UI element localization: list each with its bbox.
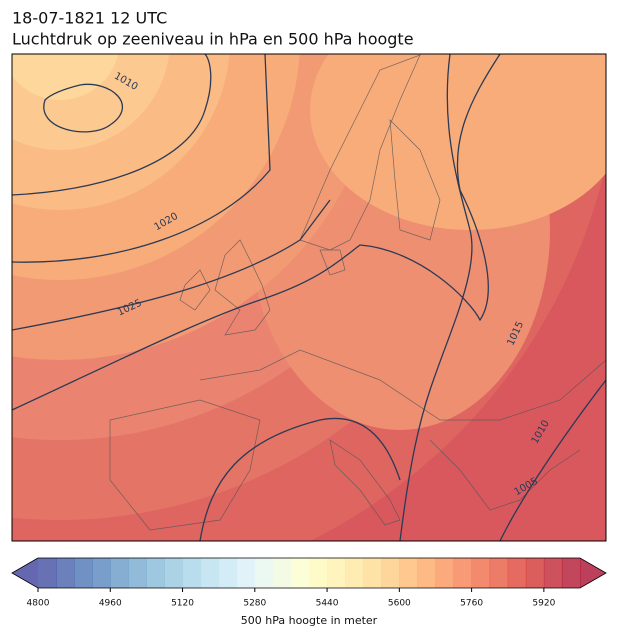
colorbar-segment bbox=[146, 558, 165, 588]
colorbar-segment bbox=[74, 558, 93, 588]
colorbar-label: 500 hPa hoogte in meter bbox=[241, 614, 378, 627]
colorbar-segment bbox=[471, 558, 491, 588]
colorbar-segment bbox=[92, 558, 111, 588]
colorbar-frame bbox=[11, 557, 607, 589]
colorbar-segment bbox=[345, 558, 364, 588]
colorbar-tick-label: 5600 bbox=[388, 599, 411, 609]
colorbar-tick-label: 4800 bbox=[27, 599, 50, 609]
colorbar-segment bbox=[182, 558, 202, 588]
colorbar-segment bbox=[525, 558, 545, 588]
colorbar-segment bbox=[561, 558, 581, 588]
colorbar-tick-label: 5120 bbox=[171, 599, 194, 609]
colorbar-segment bbox=[56, 558, 75, 588]
colorbar-segment bbox=[290, 558, 310, 588]
colorbar-segment bbox=[164, 558, 184, 588]
colorbar-segment bbox=[381, 558, 400, 588]
colorbar-tick-label: 4960 bbox=[99, 599, 122, 609]
colorbar-segment bbox=[435, 558, 455, 588]
colorbar-extend bbox=[580, 558, 606, 588]
colorbar-segment bbox=[254, 558, 274, 588]
colorbar-segment bbox=[200, 558, 220, 588]
colorbar-tick-label: 5280 bbox=[243, 599, 266, 609]
height-band bbox=[12, 54, 119, 100]
colorbar-segment bbox=[399, 558, 418, 588]
map-frame bbox=[11, 53, 607, 542]
colorbar-segment bbox=[507, 558, 527, 588]
colorbar-segment bbox=[110, 558, 129, 588]
title-line: 18-07-1821 12 UTC bbox=[12, 9, 167, 28]
colorbar-segment bbox=[309, 558, 328, 588]
colorbar: 4800 4960 5120 5280 5440 5600 5760 5920 bbox=[11, 557, 607, 609]
colorbar-tick-label: 5440 bbox=[316, 599, 339, 609]
colorbar-segment bbox=[272, 558, 292, 588]
colorbar-tick-label: 5920 bbox=[532, 599, 555, 609]
colorbar-extend bbox=[12, 558, 38, 588]
colorbar-segment bbox=[363, 558, 382, 588]
colorbar-segment bbox=[236, 558, 256, 588]
colorbar-segment bbox=[38, 558, 57, 588]
colorbar-segment bbox=[543, 558, 563, 588]
colorbar-segment bbox=[128, 558, 147, 588]
height-band bbox=[310, 54, 606, 230]
colorbar-tick-label: 5760 bbox=[460, 599, 483, 609]
colorbar-segment bbox=[218, 558, 238, 588]
colorbar-segment bbox=[453, 558, 473, 588]
colorbar-segment bbox=[327, 558, 346, 588]
pressure-contours bbox=[12, 54, 606, 541]
colorbar-segment bbox=[489, 558, 509, 588]
colorbar-segment bbox=[417, 558, 436, 588]
map: 1010 1020 1025 1015 1010 1005 bbox=[12, 54, 606, 541]
title-line: Luchtdruk op zeeniveau in hPa en 500 hPa… bbox=[12, 30, 414, 49]
